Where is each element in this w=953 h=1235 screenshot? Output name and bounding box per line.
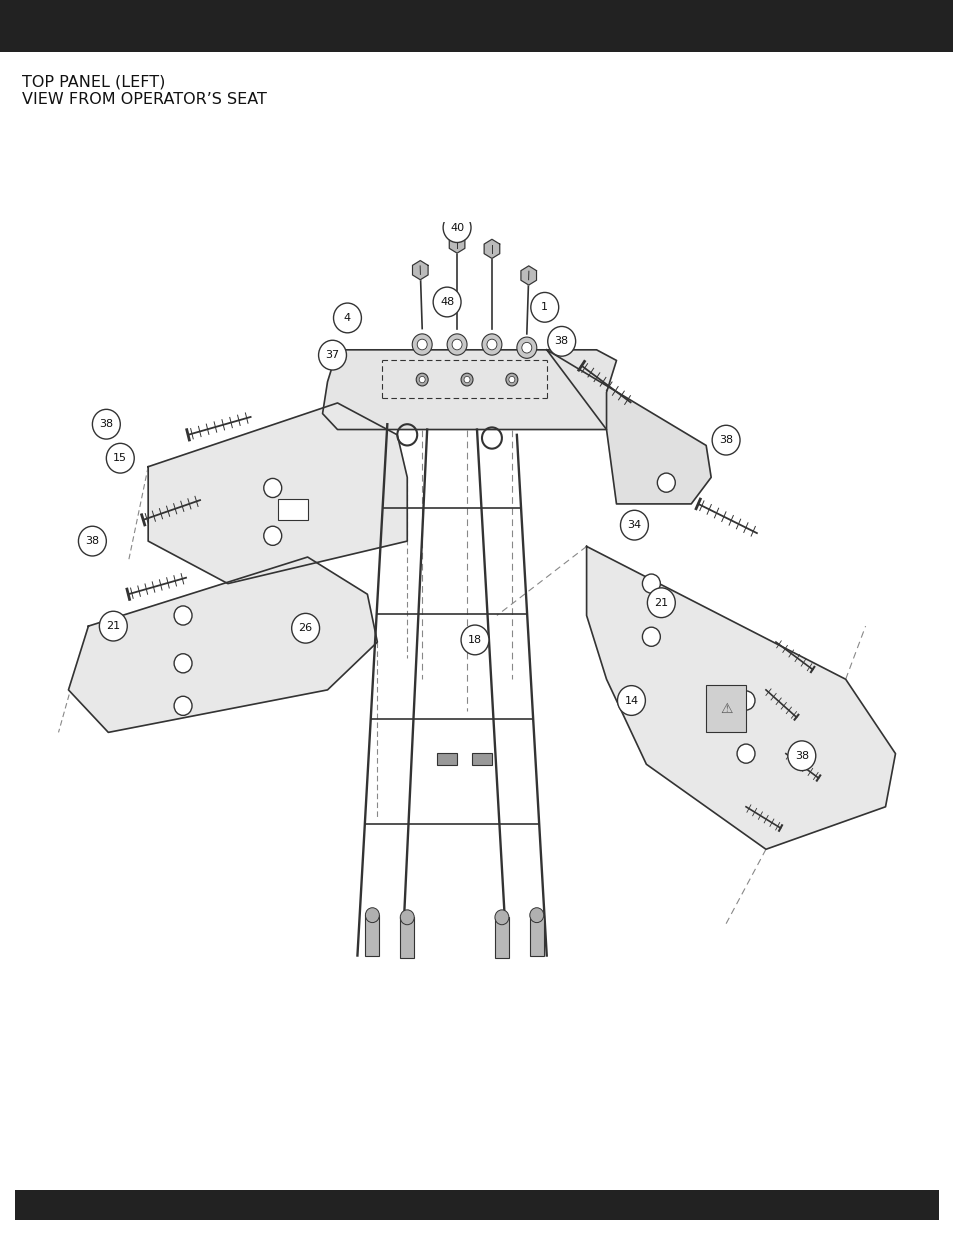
Circle shape [334, 303, 361, 332]
Bar [472, 752, 492, 766]
Circle shape [318, 341, 346, 370]
Text: PAGE 58 — STH-10 FT. • RIDE-ON POWER TROWEL — PARTS & OPERATION MANUAL — REV. #5: PAGE 58 — STH-10 FT. • RIDE-ON POWER TRO… [111, 1198, 842, 1212]
Bar [495, 918, 508, 957]
Text: TOP PANEL (LEFT): TOP PANEL (LEFT) [22, 74, 165, 89]
Polygon shape [412, 261, 428, 279]
Text: 26: 26 [298, 624, 313, 634]
Text: 4: 4 [343, 312, 351, 322]
Circle shape [617, 685, 645, 715]
Circle shape [418, 377, 425, 383]
Polygon shape [69, 557, 377, 732]
Bar [400, 918, 414, 957]
Circle shape [647, 588, 675, 618]
Circle shape [173, 653, 192, 673]
Circle shape [173, 697, 192, 715]
Circle shape [517, 337, 537, 358]
Bar [277, 499, 307, 520]
Text: 38: 38 [99, 419, 113, 430]
Circle shape [412, 333, 432, 356]
Text: 15: 15 [113, 453, 127, 463]
Text: VIEW FROM OPERATOR’S SEAT: VIEW FROM OPERATOR’S SEAT [22, 91, 267, 107]
Circle shape [508, 377, 515, 383]
Circle shape [78, 526, 106, 556]
Circle shape [460, 373, 473, 387]
Bar [705, 684, 745, 732]
Circle shape [460, 625, 489, 655]
Circle shape [657, 473, 675, 493]
Circle shape [641, 574, 659, 593]
Bar [365, 915, 379, 956]
Text: 18: 18 [468, 635, 481, 645]
Text: 38: 38 [794, 751, 808, 761]
Bar [529, 915, 543, 956]
Polygon shape [449, 233, 464, 253]
Circle shape [400, 910, 414, 925]
Circle shape [452, 340, 461, 350]
Text: 14: 14 [623, 695, 638, 705]
Polygon shape [484, 240, 499, 258]
Circle shape [292, 614, 319, 643]
Bar [15, 1191, 938, 1220]
Circle shape [495, 910, 508, 925]
Text: 21: 21 [106, 621, 120, 631]
Circle shape [787, 741, 815, 771]
Polygon shape [322, 350, 616, 430]
Text: 37: 37 [325, 351, 339, 361]
Circle shape [92, 409, 120, 440]
Circle shape [521, 342, 531, 353]
Circle shape [173, 606, 192, 625]
Text: 21: 21 [654, 598, 668, 608]
Circle shape [99, 611, 127, 641]
Polygon shape [148, 403, 407, 584]
Circle shape [547, 326, 575, 356]
Circle shape [486, 340, 497, 350]
Polygon shape [546, 350, 710, 504]
Circle shape [711, 425, 740, 454]
Text: ⚠: ⚠ [720, 701, 732, 716]
Circle shape [433, 287, 460, 317]
Text: 1: 1 [540, 303, 548, 312]
Circle shape [737, 743, 754, 763]
Circle shape [481, 333, 501, 356]
Text: 38: 38 [554, 336, 568, 346]
Circle shape [416, 373, 428, 387]
Bar [0, 0, 953, 52]
Text: 38: 38 [719, 435, 733, 445]
Circle shape [442, 212, 471, 242]
Circle shape [505, 373, 517, 387]
Text: 38: 38 [85, 536, 99, 546]
Text: 48: 48 [439, 296, 454, 308]
Circle shape [416, 340, 427, 350]
Circle shape [463, 377, 470, 383]
Circle shape [447, 333, 467, 356]
Circle shape [641, 627, 659, 646]
Circle shape [619, 510, 648, 540]
Text: STH-55JD-TC — TOP PANEL (LEFT): STH-55JD-TC — TOP PANEL (LEFT) [426, 12, 946, 40]
Text: 40: 40 [450, 222, 464, 232]
Circle shape [106, 443, 134, 473]
Polygon shape [586, 546, 895, 850]
Polygon shape [520, 266, 536, 285]
Circle shape [365, 908, 379, 923]
Text: 34: 34 [627, 520, 640, 530]
Circle shape [263, 478, 281, 498]
Circle shape [263, 526, 281, 546]
Circle shape [529, 908, 543, 923]
Circle shape [530, 293, 558, 322]
Bar [436, 752, 456, 766]
Circle shape [737, 690, 754, 710]
